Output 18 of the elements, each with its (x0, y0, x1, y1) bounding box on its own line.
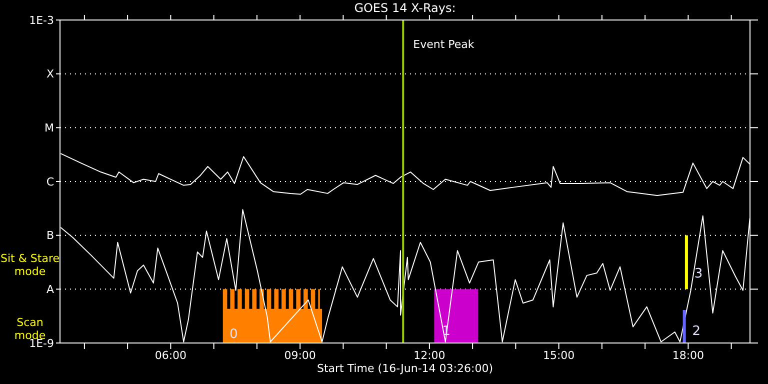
x-tick-label: 15:00 (542, 348, 575, 362)
x-tick-label: 18:00 (672, 348, 704, 362)
ref-line-label: Event Peak (413, 38, 475, 51)
text: Sit & Stare mode (0, 252, 60, 278)
y-tick-label: 1E-3 (29, 14, 54, 27)
y-tick-label: M (44, 122, 54, 135)
annotation: 2 (692, 324, 700, 340)
x-tick-label: 12:00 (414, 348, 446, 362)
x-axis-title: Start Time (16-Jun-14 03:26:00) (316, 362, 494, 375)
x-tick-label: 06:00 (154, 348, 187, 362)
x-tick-label: 09:00 (284, 348, 316, 362)
y-tick-label: B (46, 229, 54, 242)
chart-title: GOES 14 X-Rays: (353, 1, 457, 15)
annotation: 0 (229, 327, 238, 342)
y-tick-label: C (46, 175, 54, 188)
y-tick-label: X (46, 68, 54, 81)
y-tick-label: A (46, 283, 54, 296)
annotation: 3 (694, 266, 703, 282)
